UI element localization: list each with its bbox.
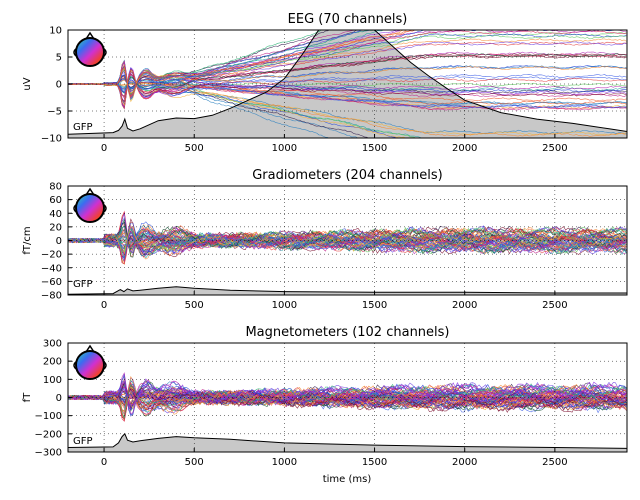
x-tick-label: 2000	[452, 300, 477, 311]
channel-trace	[68, 35, 627, 95]
channel-trace	[68, 388, 627, 411]
channel-trace	[68, 38, 627, 87]
eeg-panel: 0 500 1000 1500 2000 2500 −10 −5 0 5 10 EEG (70 cha…	[22, 12, 628, 154]
channel-trace	[68, 30, 625, 92]
channel-trace	[68, 30, 404, 108]
gradiometers-panel: 0 500 1000 1500 2000 2500 −80 −60 −40 −20 0 20 40 60 8…	[22, 168, 628, 311]
y-tick-label: 0	[56, 236, 62, 247]
x-tick-label: 2500	[542, 143, 567, 154]
channel-trace	[68, 228, 627, 260]
y-tick-label: −300	[35, 448, 62, 459]
y-tick-label: −60	[41, 277, 62, 288]
x-tick-label: 1000	[272, 143, 297, 154]
y-axis-label: fT/cm	[22, 226, 33, 254]
x-tick-label: 2500	[542, 457, 567, 468]
gfp-label: GFP	[73, 436, 93, 447]
y-axis-label: uV	[22, 77, 33, 90]
channel-trace	[68, 383, 627, 419]
magnetometers-panel: 0 500 1000 1500 2000 2500 −300 −200 −100 0 100 200 3…	[22, 325, 628, 468]
y-tick-label: 40	[49, 209, 62, 220]
panel-title: Magnetometers (102 channels)	[245, 325, 449, 340]
x-tick-label: 1500	[362, 457, 387, 468]
y-tick-label: −100	[35, 411, 62, 422]
gfp-area	[68, 30, 627, 138]
channel-trace	[68, 71, 627, 103]
x-tick-label: 2000	[452, 143, 477, 154]
x-tick-label: 0	[101, 300, 107, 311]
channel-trace	[68, 60, 627, 136]
sensor-layout-icon	[73, 31, 107, 67]
y-axis-label: fT	[22, 392, 33, 403]
y-tick-label: 80	[49, 182, 62, 193]
channel-trace	[68, 30, 364, 93]
x-tick-label: 0	[101, 143, 107, 154]
y-tick-label: 200	[43, 357, 62, 368]
gfp-area	[68, 433, 627, 452]
y-tick-label: 5	[56, 53, 62, 64]
panel-title: Gradiometers (204 channels)	[252, 168, 443, 183]
channel-trace	[68, 30, 416, 98]
y-tick-label: 0	[56, 393, 62, 404]
channel-trace	[68, 68, 627, 110]
channel-trace	[68, 234, 627, 253]
x-tick-label: 2000	[452, 457, 477, 468]
gfp-line	[68, 432, 627, 449]
channel-trace	[68, 375, 627, 415]
gfp-line	[68, 286, 627, 295]
channel-trace	[68, 225, 627, 259]
x-tick-label: 1500	[362, 143, 387, 154]
channel-trace	[68, 53, 627, 93]
channel-trace	[68, 381, 627, 413]
x-axis-label: time (ms)	[323, 474, 372, 485]
y-tick-label: −40	[41, 263, 62, 274]
y-tick-label: 60	[49, 195, 62, 206]
y-tick-label: 300	[43, 339, 62, 350]
channel-trace	[68, 230, 627, 263]
plot-content	[68, 372, 627, 452]
y-tick-label: 0	[56, 80, 62, 91]
sensor-layout-icon	[73, 187, 107, 223]
channel-trace	[68, 73, 627, 90]
x-tick-label: 2500	[542, 300, 567, 311]
plot-content	[68, 210, 627, 295]
x-tick-label: 0	[101, 457, 107, 468]
channel-trace	[68, 54, 627, 88]
channel-trace	[68, 78, 627, 91]
y-tick-label: 100	[43, 375, 62, 386]
x-tick-label: 1500	[362, 300, 387, 311]
x-tick-label: 1000	[272, 457, 297, 468]
channel-trace	[68, 66, 627, 110]
panel-title: EEG (70 channels)	[288, 12, 408, 27]
channel-trace	[68, 379, 627, 411]
channel-trace	[68, 231, 627, 251]
x-tick-label: 500	[185, 300, 204, 311]
channel-trace	[68, 375, 627, 416]
sensor-layout-icon	[73, 344, 107, 380]
channel-trace	[68, 82, 627, 137]
y-tick-label: 10	[49, 26, 62, 37]
gfp-label: GFP	[73, 122, 93, 133]
x-tick-label: 500	[185, 143, 204, 154]
y-tick-label: 20	[49, 222, 62, 233]
y-tick-label: −200	[35, 429, 62, 440]
y-tick-label: −5	[47, 107, 62, 118]
x-tick-label: 1000	[272, 300, 297, 311]
x-tick-label: 500	[185, 457, 204, 468]
y-tick-label: −20	[41, 250, 62, 261]
channel-trace	[68, 41, 627, 103]
y-tick-label: −80	[41, 291, 62, 302]
channel-trace	[68, 53, 627, 97]
channel-trace	[68, 78, 627, 109]
channel-trace	[68, 381, 627, 406]
channel-trace	[68, 226, 627, 256]
channel-trace	[68, 65, 627, 91]
channel-trace	[68, 60, 627, 99]
y-tick-label: −10	[41, 134, 62, 145]
channel-trace	[68, 226, 627, 254]
gfp-label: GFP	[73, 279, 93, 290]
plot-content	[68, 30, 627, 138]
